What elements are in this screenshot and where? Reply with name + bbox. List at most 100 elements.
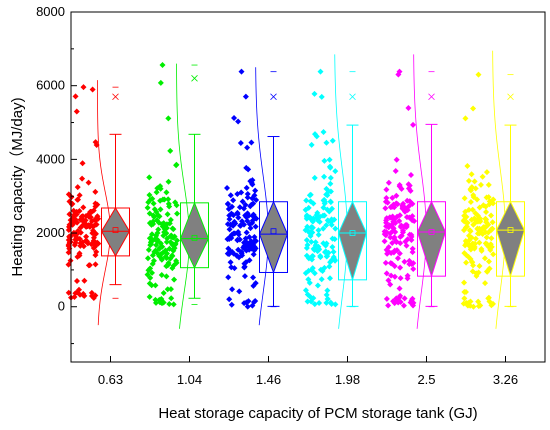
scatter-point — [91, 241, 98, 248]
scatter-point — [308, 238, 315, 245]
scatter-point — [150, 200, 157, 207]
scatter-point — [149, 195, 156, 202]
scatter-point — [469, 206, 476, 213]
scatter-point — [471, 240, 478, 247]
scatter-point — [173, 162, 180, 169]
scatter-point — [398, 222, 405, 229]
scatter-point — [81, 277, 88, 284]
scatter-point — [409, 249, 416, 256]
scatter-point — [242, 201, 249, 208]
scatter-point — [244, 144, 251, 151]
violin-layer — [97, 50, 506, 329]
scatter-point — [383, 270, 390, 277]
scatter-point — [162, 229, 169, 236]
scatter-point — [227, 192, 234, 199]
scatter-point — [461, 195, 468, 202]
scatter-point — [230, 197, 237, 204]
scatter-point — [225, 274, 232, 281]
x-tick-label: 1.98 — [335, 372, 360, 387]
scatter-point — [80, 204, 87, 211]
scatter-point — [392, 167, 399, 174]
scatter-point — [303, 252, 310, 259]
x-axis-title: Heat storage capacity of PCM storage tan… — [158, 405, 477, 422]
scatter-point — [231, 114, 238, 121]
scatter-point — [65, 249, 72, 256]
scatter-point — [65, 289, 72, 296]
outlier-marker — [349, 93, 356, 101]
violin-curve — [413, 54, 427, 329]
scatter-point — [248, 180, 255, 187]
scatter-point — [400, 200, 407, 207]
scatter-point — [174, 210, 181, 217]
scatter-point — [315, 246, 322, 253]
scatter-point — [382, 232, 389, 239]
scatter-point — [406, 231, 413, 238]
scatter-point — [472, 185, 479, 192]
scatter-point — [163, 225, 170, 232]
scatter-point — [307, 293, 314, 300]
scatter-point — [478, 245, 485, 252]
scatter-point — [461, 279, 468, 286]
scatter-point — [229, 286, 236, 293]
scatter-point — [227, 259, 234, 266]
scatter-point — [383, 295, 390, 302]
scatter-point — [327, 275, 334, 282]
scatter-point — [318, 276, 325, 283]
scatter-max-point — [80, 84, 87, 91]
scatter-point — [83, 233, 90, 240]
scatter-point — [303, 197, 310, 204]
scatter-point — [485, 294, 492, 301]
scatter-point — [401, 295, 408, 302]
scatter-point — [385, 179, 392, 186]
scatter-point — [171, 233, 178, 240]
outlier-marker — [112, 93, 119, 101]
scatter-point — [483, 208, 490, 215]
scatter-point — [89, 86, 96, 93]
scatter-point — [393, 192, 400, 199]
scatter-point — [405, 104, 412, 111]
mean-marker — [191, 234, 198, 241]
scatter-point — [224, 184, 231, 191]
scatter-point — [321, 157, 328, 164]
scatter-point — [311, 270, 318, 277]
scatter-point — [153, 242, 160, 249]
scatter-point — [250, 274, 257, 281]
scatter-point — [168, 295, 175, 302]
scatter-point — [470, 221, 477, 228]
scatter-point — [165, 196, 172, 203]
scatter-point — [173, 257, 180, 264]
scatter-point — [252, 297, 259, 304]
scatter-point — [170, 247, 177, 254]
scatter-point — [396, 182, 403, 189]
scatter-point — [235, 254, 242, 261]
scatter-point — [149, 269, 156, 276]
scatter-point — [302, 206, 309, 213]
scatter-point — [332, 225, 339, 232]
scatter-point — [239, 252, 246, 259]
scatter-point — [85, 179, 92, 186]
scatter-point — [154, 229, 161, 236]
scatter-point — [231, 230, 238, 237]
scatter-point — [332, 301, 339, 308]
scatter-point — [246, 241, 253, 248]
scatter-point — [241, 300, 248, 307]
scatter-point — [327, 299, 334, 306]
scatter-point — [303, 244, 310, 251]
scatter-point — [321, 173, 328, 180]
scatter-point — [482, 215, 489, 222]
scatter-point — [410, 302, 417, 309]
scatter-point — [464, 163, 471, 170]
scatter-point — [308, 141, 315, 148]
scatter-point — [329, 137, 336, 144]
scatter-point — [383, 186, 390, 193]
scatter-point — [81, 220, 88, 227]
scatter-point — [477, 302, 484, 309]
scatter-point — [74, 196, 81, 203]
scatter-point — [244, 303, 251, 310]
scatter-point — [489, 219, 496, 226]
scatter-point — [407, 187, 414, 194]
scatter-point — [410, 266, 417, 273]
x-tick-label: 2.5 — [417, 372, 435, 387]
scatter-point — [76, 192, 83, 199]
scatter-point — [169, 265, 176, 272]
